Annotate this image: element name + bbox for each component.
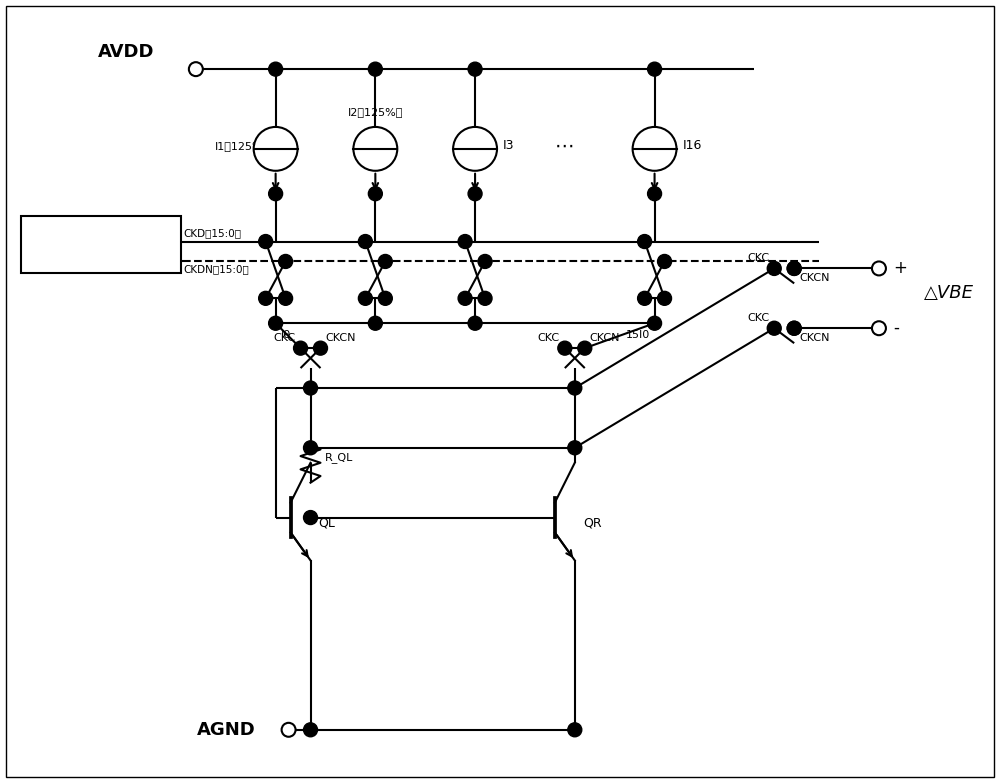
Circle shape (458, 235, 472, 248)
Text: CKCN: CKCN (799, 334, 830, 343)
Circle shape (378, 254, 392, 269)
Circle shape (378, 291, 392, 305)
Circle shape (787, 321, 801, 335)
Circle shape (787, 321, 801, 335)
Circle shape (254, 127, 298, 171)
Text: AVDD: AVDD (98, 43, 154, 61)
Circle shape (368, 316, 382, 330)
Circle shape (294, 341, 308, 355)
Text: 15I0: 15I0 (625, 330, 650, 341)
Text: DEM控制: DEM控制 (77, 237, 125, 251)
Circle shape (304, 511, 318, 525)
Circle shape (648, 186, 662, 200)
Circle shape (638, 291, 652, 305)
Circle shape (189, 62, 203, 76)
Text: △VBE: △VBE (924, 284, 974, 302)
Text: CKC: CKC (747, 254, 769, 263)
Circle shape (279, 291, 293, 305)
Circle shape (468, 316, 482, 330)
Circle shape (787, 262, 801, 276)
Text: I1（125%）: I1（125%） (214, 141, 270, 151)
Circle shape (872, 262, 886, 276)
Text: CKCN: CKCN (325, 334, 356, 343)
Circle shape (304, 381, 318, 395)
Text: I16: I16 (682, 139, 702, 153)
Circle shape (633, 127, 677, 171)
Circle shape (658, 291, 672, 305)
Text: I2（125%）: I2（125%） (348, 107, 403, 117)
Circle shape (314, 341, 327, 355)
Circle shape (269, 316, 283, 330)
Text: CKC: CKC (273, 334, 296, 343)
Text: ⋯: ⋯ (555, 136, 575, 155)
Text: AGND: AGND (197, 721, 256, 739)
Text: -: - (893, 319, 899, 337)
Circle shape (458, 291, 472, 305)
Circle shape (872, 321, 886, 335)
Text: R_QL: R_QL (324, 453, 353, 464)
Circle shape (269, 62, 283, 76)
Text: I0: I0 (281, 330, 291, 341)
Text: QL: QL (319, 516, 335, 529)
Text: CKDN＜15:0＞: CKDN＜15:0＞ (183, 265, 249, 275)
Text: CKCN: CKCN (799, 273, 830, 283)
Circle shape (558, 341, 572, 355)
Circle shape (259, 235, 273, 248)
Text: CKD＜15:0＞: CKD＜15:0＞ (183, 229, 241, 239)
Circle shape (568, 441, 582, 455)
Circle shape (468, 62, 482, 76)
Circle shape (568, 381, 582, 395)
Circle shape (468, 186, 482, 200)
Text: I3: I3 (503, 139, 514, 153)
Circle shape (304, 441, 318, 455)
Circle shape (578, 341, 592, 355)
Circle shape (787, 262, 801, 276)
Circle shape (368, 62, 382, 76)
Circle shape (478, 254, 492, 269)
Circle shape (269, 186, 283, 200)
Circle shape (358, 235, 372, 248)
Circle shape (568, 723, 582, 737)
Text: CKCN: CKCN (590, 334, 620, 343)
Circle shape (658, 254, 672, 269)
Text: CKC: CKC (538, 334, 560, 343)
Circle shape (282, 723, 296, 737)
Circle shape (767, 262, 781, 276)
Circle shape (648, 62, 662, 76)
Text: QR: QR (583, 516, 601, 529)
Circle shape (353, 127, 397, 171)
Circle shape (368, 186, 382, 200)
Circle shape (358, 291, 372, 305)
Circle shape (453, 127, 497, 171)
Circle shape (478, 291, 492, 305)
Circle shape (638, 235, 652, 248)
FancyBboxPatch shape (21, 215, 181, 273)
Circle shape (767, 321, 781, 335)
Circle shape (648, 316, 662, 330)
Text: +: + (893, 259, 907, 277)
Circle shape (259, 291, 273, 305)
Text: CKC: CKC (747, 313, 769, 323)
Circle shape (279, 254, 293, 269)
Circle shape (304, 723, 318, 737)
